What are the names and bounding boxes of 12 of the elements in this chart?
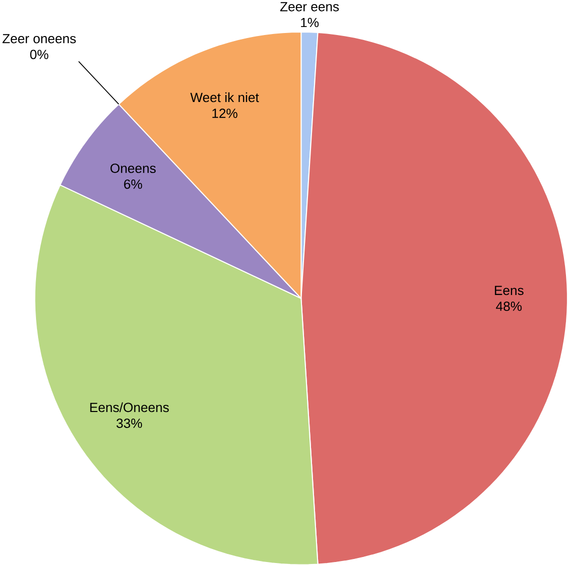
slice-label: Eens/Oneens	[90, 402, 169, 412]
text: 0%	[30, 50, 48, 59]
data-label: 33%	[116, 418, 142, 428]
data-label: 48%	[496, 301, 522, 311]
slice-label: Zeer eens	[280, 2, 339, 12]
slice-label: Eens	[494, 286, 524, 295]
slice-label: Weet ik niet	[190, 92, 259, 102]
slice-label: Oneens	[110, 163, 156, 173]
data-label: 12%	[212, 108, 238, 118]
data-label: 1%	[301, 18, 319, 27]
category-label: Zeer oneens	[2, 34, 76, 44]
data-label: 6%	[124, 179, 142, 189]
